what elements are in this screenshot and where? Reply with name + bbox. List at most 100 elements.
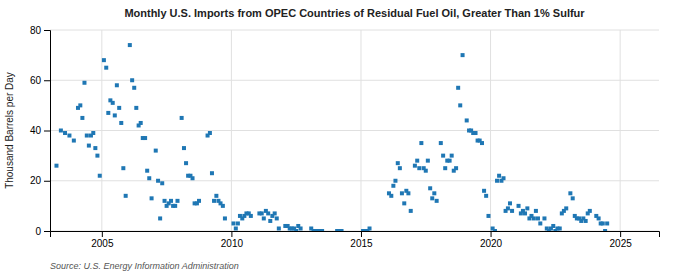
point — [564, 206, 568, 210]
x-tick-label: 2005 — [91, 238, 114, 249]
point — [456, 86, 460, 90]
point — [571, 196, 575, 200]
point — [443, 166, 447, 170]
grid-line-y — [50, 130, 659, 131]
point — [113, 113, 117, 117]
x-axis: 20052010201520202025 — [51, 231, 660, 249]
point — [163, 199, 167, 203]
point — [143, 136, 147, 140]
point — [458, 103, 462, 107]
point — [106, 111, 110, 115]
point — [91, 131, 95, 135]
y-tick: 80 — [30, 25, 50, 36]
point — [424, 169, 428, 173]
point — [176, 199, 180, 203]
y-axis-line — [44, 31, 51, 232]
point — [154, 149, 158, 153]
point — [208, 131, 212, 135]
y-tick-mark — [44, 30, 50, 31]
point — [54, 164, 58, 168]
point — [502, 176, 506, 180]
x-tick: 2020 — [480, 231, 503, 249]
point — [191, 176, 195, 180]
y-tick: 20 — [30, 175, 50, 186]
points — [54, 43, 609, 231]
point — [400, 191, 404, 195]
point — [266, 211, 270, 215]
point — [484, 194, 488, 198]
point — [439, 141, 443, 145]
y-tick-mark — [44, 80, 50, 81]
point — [234, 226, 238, 230]
x-axis-line — [51, 232, 660, 238]
point — [117, 106, 121, 110]
point — [221, 204, 225, 208]
point — [72, 139, 76, 143]
point — [223, 216, 227, 220]
point — [212, 199, 216, 203]
point — [98, 174, 102, 178]
point — [145, 169, 149, 173]
y-tick: 40 — [30, 125, 50, 136]
point — [124, 194, 128, 198]
point — [426, 159, 430, 163]
point — [601, 221, 605, 225]
point — [214, 194, 218, 198]
point — [525, 206, 529, 210]
x-tick-mark — [231, 231, 232, 237]
point — [402, 201, 406, 205]
y-tick-label: 0 — [35, 226, 41, 237]
y-axis-title: Thousand Barrels per Day — [4, 72, 15, 189]
y-tick-mark — [44, 231, 50, 232]
point — [320, 229, 324, 231]
plot-area: 20052010201520202025020406080 — [30, 25, 660, 249]
point — [150, 196, 154, 200]
point — [398, 166, 402, 170]
point — [508, 201, 512, 205]
y-tick-label: 20 — [30, 175, 42, 186]
y-tick-label: 60 — [30, 75, 42, 86]
point — [486, 214, 490, 218]
point — [465, 118, 469, 122]
point — [93, 146, 97, 150]
grid-line-x — [231, 30, 232, 231]
point — [432, 191, 436, 195]
x-tick-label: 2020 — [480, 238, 503, 249]
point — [482, 189, 486, 193]
point — [461, 53, 465, 57]
point — [249, 214, 253, 218]
point — [156, 179, 160, 183]
point — [104, 66, 108, 70]
point — [59, 129, 63, 133]
point — [236, 221, 240, 225]
point — [448, 159, 452, 163]
point — [128, 43, 132, 47]
point — [603, 229, 607, 231]
point — [299, 226, 303, 230]
point — [568, 191, 572, 195]
point — [182, 146, 186, 150]
grid — [50, 30, 659, 231]
point — [95, 154, 99, 158]
grid-line-x — [490, 30, 491, 231]
point — [231, 221, 235, 225]
x-tick-mark — [361, 231, 362, 237]
point — [102, 58, 106, 62]
point — [558, 226, 562, 230]
y-tick-mark — [44, 131, 50, 132]
x-tick-label: 2015 — [350, 238, 373, 249]
x-tick-mark — [491, 231, 492, 237]
point — [495, 179, 499, 183]
point — [536, 216, 540, 220]
point — [413, 164, 417, 168]
point — [210, 171, 214, 175]
point — [542, 216, 546, 220]
point — [273, 211, 277, 215]
point — [119, 121, 123, 125]
point — [180, 116, 184, 120]
point — [396, 161, 400, 165]
point — [277, 226, 281, 230]
point — [417, 166, 421, 170]
point — [428, 186, 432, 190]
point — [78, 103, 82, 107]
